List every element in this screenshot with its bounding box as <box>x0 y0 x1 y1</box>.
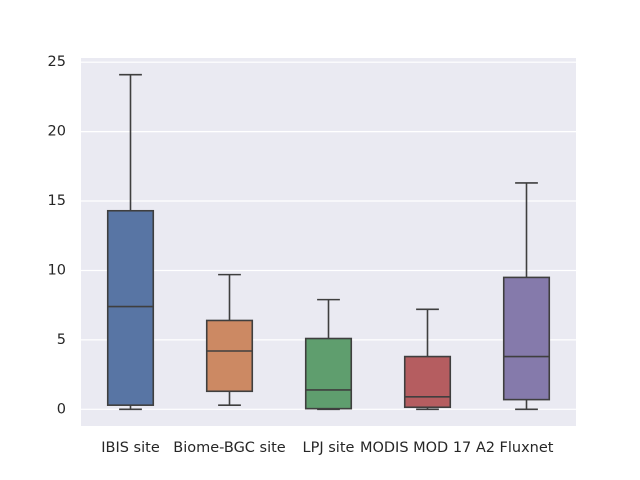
box-4 <box>403 308 452 411</box>
iqr-box <box>106 209 155 406</box>
y-tick-label: 20 <box>48 124 66 140</box>
box-1 <box>106 73 155 411</box>
iqr-box <box>403 355 452 409</box>
y-axis-ticks: 0 5 10 15 20 25 <box>48 54 66 417</box>
x-tick-label: Fluxnet <box>500 440 554 456</box>
y-tick-label: 10 <box>48 262 66 278</box>
box-5 <box>502 182 551 411</box>
y-tick-label: 25 <box>48 54 66 70</box>
x-axis-ticks: IBIS site Biome-BGC site LPJ site MODIS MOD… <box>101 440 554 456</box>
iqr-box <box>304 337 353 410</box>
box-3 <box>304 298 353 411</box>
iqr-box <box>502 276 551 401</box>
x-tick-label: IBIS site <box>101 440 160 456</box>
iqr-box <box>205 319 254 393</box>
x-tick-label: LPJ site <box>303 440 355 456</box>
x-tick-label: MODIS MOD 17 A2 <box>360 440 495 456</box>
y-tick-label: 15 <box>48 193 66 209</box>
x-tick-label: Biome-BGC site <box>173 440 286 456</box>
box-2 <box>205 273 254 406</box>
y-tick-label: 0 <box>57 401 66 417</box>
boxes <box>106 73 551 411</box>
y-tick-label: 5 <box>57 332 66 348</box>
